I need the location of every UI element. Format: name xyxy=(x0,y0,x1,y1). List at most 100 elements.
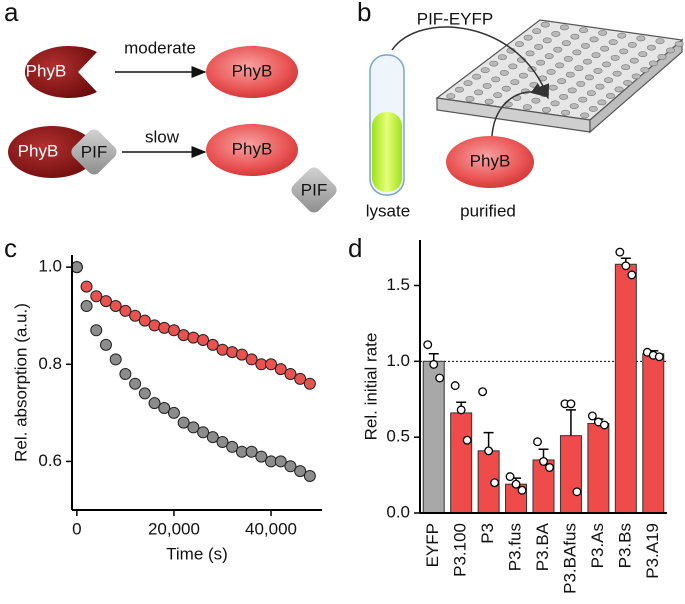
pif-shape xyxy=(71,129,117,175)
well xyxy=(597,99,607,106)
well xyxy=(525,50,535,57)
phyb-label: PhyB xyxy=(18,141,59,160)
y-tick-label: 1.5 xyxy=(386,275,410,294)
well xyxy=(589,36,599,43)
well xyxy=(561,109,571,116)
well xyxy=(463,80,473,87)
well xyxy=(580,42,590,49)
data-point xyxy=(187,421,200,434)
bar xyxy=(559,435,582,514)
well xyxy=(541,106,551,113)
data-point xyxy=(197,334,210,346)
well xyxy=(593,67,603,74)
well xyxy=(551,30,561,37)
well xyxy=(536,59,546,66)
y-tick-label: 0.6 xyxy=(38,451,62,470)
well xyxy=(602,61,612,68)
well xyxy=(497,54,507,61)
x-tick-label: 20,000 xyxy=(148,519,200,538)
x-tick-label: 0 xyxy=(72,519,81,538)
data-point xyxy=(99,338,112,351)
well xyxy=(553,46,563,53)
data-point xyxy=(70,261,83,274)
phyb-shape xyxy=(206,124,298,176)
well xyxy=(598,29,608,36)
x-tick-label: P3.As xyxy=(588,523,607,568)
replicate-point xyxy=(599,420,609,430)
well xyxy=(604,77,614,84)
well xyxy=(627,41,637,48)
phyb-label: PhyB xyxy=(232,61,273,80)
well xyxy=(612,70,622,77)
panel-label: a xyxy=(4,0,19,27)
replicate-point xyxy=(566,399,576,409)
data-point xyxy=(284,368,297,380)
data-point xyxy=(90,324,103,337)
data-point xyxy=(245,445,258,458)
data-point xyxy=(216,436,229,448)
replicate-point xyxy=(478,387,488,397)
lysate-liquid xyxy=(372,112,402,192)
well xyxy=(489,60,499,67)
panel-label: b xyxy=(357,0,371,27)
well xyxy=(544,53,554,60)
data-point xyxy=(187,331,200,344)
well xyxy=(605,92,615,99)
data-point xyxy=(197,426,210,439)
well xyxy=(610,54,620,61)
y-tick-label: 0.8 xyxy=(38,354,62,373)
bar xyxy=(642,353,665,514)
well xyxy=(484,98,494,105)
well xyxy=(619,48,629,55)
well xyxy=(567,87,577,94)
well xyxy=(534,43,544,50)
well xyxy=(576,80,586,87)
data-point xyxy=(245,353,258,366)
data-point xyxy=(167,324,180,337)
x-tick-label: P3.fus xyxy=(506,523,525,571)
well xyxy=(523,34,533,41)
well xyxy=(640,66,650,73)
x-axis-label: Time (s) xyxy=(166,544,228,563)
x-tick-label: P3 xyxy=(478,523,497,544)
well xyxy=(655,38,665,45)
arrow xyxy=(491,83,547,137)
phyb-shape xyxy=(206,46,298,98)
well xyxy=(454,86,464,93)
x-tick-label: P3.A19 xyxy=(643,523,662,579)
data-point xyxy=(177,329,190,342)
well xyxy=(491,76,501,83)
well xyxy=(548,84,558,91)
y-tick-label: 1.0 xyxy=(38,257,62,276)
phyb-label: PhyB xyxy=(470,151,511,170)
well xyxy=(614,86,624,93)
data-point xyxy=(138,387,151,400)
well xyxy=(617,32,627,39)
well xyxy=(586,90,596,97)
well xyxy=(580,112,590,119)
data-point xyxy=(109,353,122,366)
well xyxy=(559,93,569,100)
phyb-label: PhyB xyxy=(232,139,273,158)
replicate-point xyxy=(533,437,542,447)
well xyxy=(482,82,492,89)
well xyxy=(582,58,592,65)
well xyxy=(493,92,503,99)
data-point xyxy=(158,402,171,414)
tube-label: lysate xyxy=(366,201,410,220)
bar xyxy=(422,360,445,514)
well xyxy=(674,40,684,47)
well xyxy=(638,51,648,58)
x-tick-label: P3.100 xyxy=(451,523,470,577)
well xyxy=(480,67,490,74)
data-point xyxy=(119,368,132,380)
well xyxy=(570,33,580,40)
well xyxy=(557,78,567,85)
data-point xyxy=(80,280,93,293)
data-point xyxy=(255,450,268,463)
pif-label: PIF xyxy=(81,142,107,161)
arrow-label: PIF-EYFP xyxy=(417,9,494,28)
data-point xyxy=(226,346,239,359)
well xyxy=(588,105,598,112)
